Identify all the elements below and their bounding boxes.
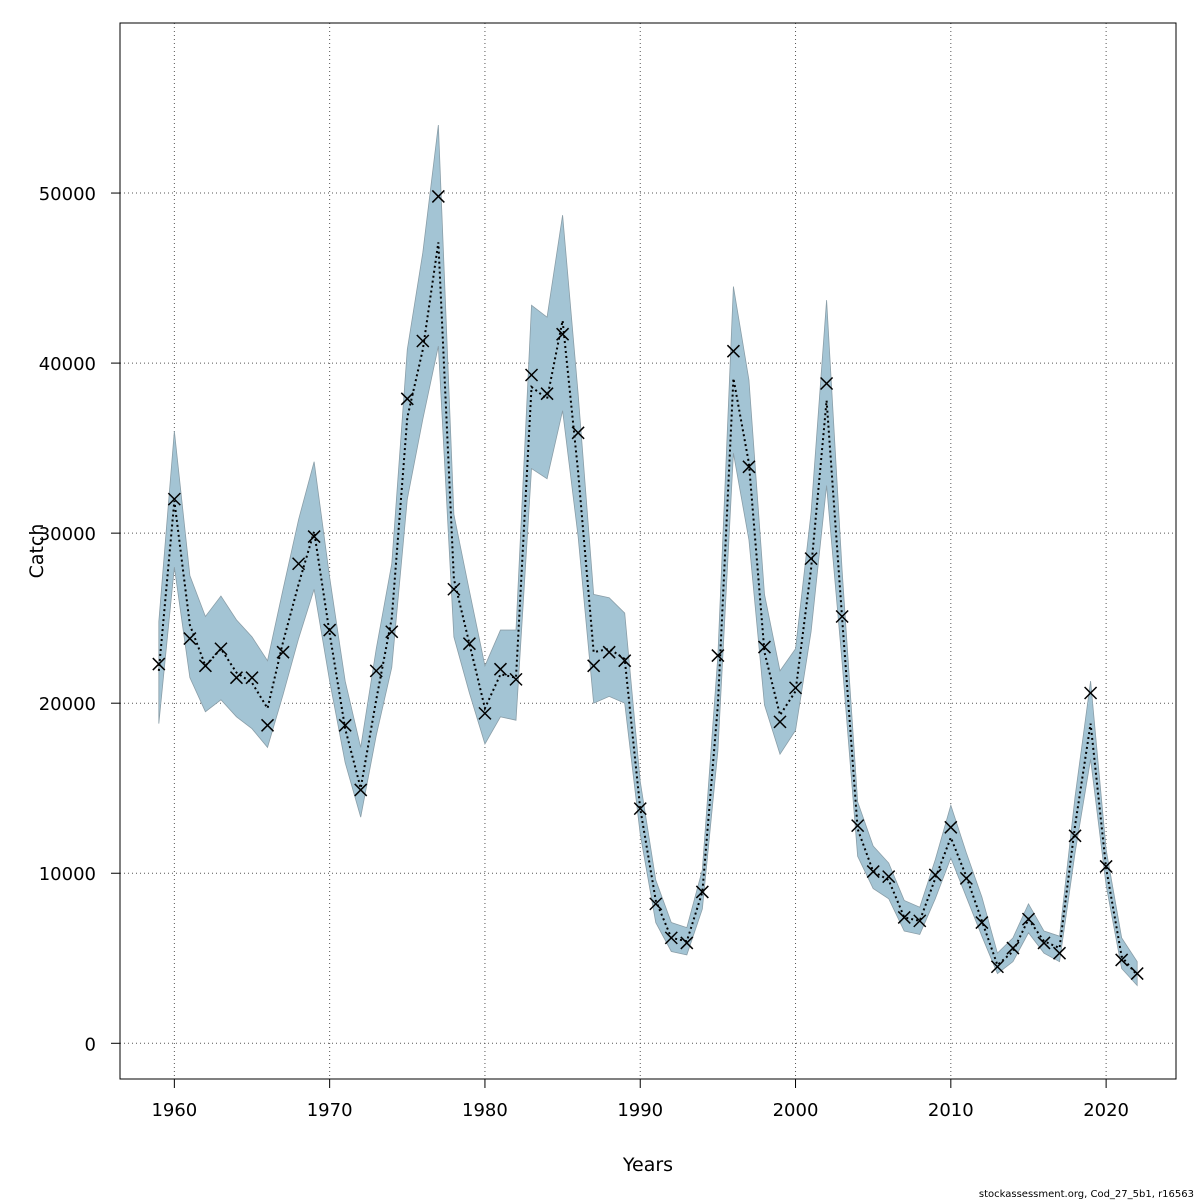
observation-point [664, 931, 678, 945]
observation-point [400, 392, 414, 406]
observation-point [913, 914, 927, 928]
observation-point [571, 426, 585, 440]
observation-point [1037, 936, 1051, 950]
y-tick-label: 30000 [39, 524, 96, 545]
x-axis-title: Years [622, 1154, 673, 1176]
observation-point [897, 910, 911, 924]
observation-point [229, 671, 244, 685]
observation-point [276, 645, 290, 659]
observation-point [649, 897, 663, 911]
observation-point [990, 960, 1004, 974]
observation-point [354, 783, 368, 797]
observation-point [804, 552, 818, 566]
y-tick-label: 20000 [39, 694, 96, 715]
x-tick-label: 2010 [928, 1100, 974, 1121]
observation-point [307, 530, 321, 544]
observation-point [524, 368, 539, 382]
x-tick-label: 1960 [151, 1100, 197, 1121]
observation-point [1052, 946, 1067, 960]
observation-point [167, 492, 181, 506]
observation-point [416, 334, 430, 348]
observation-point [1021, 912, 1036, 926]
observation-point [431, 189, 445, 203]
y-tick-label: 40000 [39, 354, 96, 375]
observation-point [882, 870, 896, 884]
observation-point [292, 557, 306, 571]
x-tick-label: 1980 [462, 1100, 508, 1121]
observation-point [478, 706, 492, 720]
y-tick-label: 10000 [39, 864, 96, 885]
observation-point [1099, 859, 1113, 873]
observation-point [928, 868, 942, 882]
y-tick-label: 0 [85, 1034, 96, 1055]
observation-point [602, 645, 616, 659]
observation-point [959, 871, 973, 885]
observation-point [556, 327, 570, 341]
observation-point [260, 718, 275, 732]
observation-point [587, 659, 601, 673]
observation-markers [152, 189, 1144, 981]
observation-point [385, 625, 399, 639]
observation-point [1130, 967, 1144, 981]
observation-point [757, 640, 772, 654]
observation-point [369, 664, 383, 678]
x-tick-label: 1970 [307, 1100, 353, 1121]
observation-point [447, 582, 461, 596]
credit-text: stockassessment.org, Cod_27_5b1, r16563 [979, 1189, 1194, 1200]
observation-point [493, 662, 508, 676]
observation-point [540, 387, 554, 401]
observation-point [835, 609, 849, 623]
observation-point [245, 671, 259, 685]
observation-point [773, 715, 787, 729]
y-tick-label: 50000 [39, 184, 96, 205]
observation-point [1006, 941, 1020, 955]
axes: 1960 1970 1980 1990 2000 2010 2020 0 10000 20000 3… [39, 184, 1129, 1121]
observation-point [788, 681, 803, 695]
observation-point [851, 819, 865, 833]
observation-point [462, 637, 476, 651]
observation-point [1068, 829, 1082, 843]
observation-point [1084, 686, 1098, 700]
observation-point [680, 936, 694, 950]
y-axis-title: Catch [26, 524, 48, 579]
observation-point [866, 865, 880, 879]
x-tick-label: 2000 [773, 1100, 819, 1121]
observation-point [742, 460, 756, 474]
grid-lines [120, 23, 1176, 1079]
confidence-band [158, 124, 1138, 987]
x-tick-label: 1990 [617, 1100, 663, 1121]
observation-point [323, 623, 337, 637]
observation-point [944, 820, 958, 834]
observation-point [618, 654, 632, 668]
observation-point [509, 672, 523, 686]
confidence-band-area [158, 124, 1138, 987]
observation-point [820, 376, 834, 391]
plot-frame [119, 22, 1177, 1080]
x-tick-label: 2020 [1083, 1100, 1129, 1121]
observation-point [338, 718, 352, 732]
observation-point [711, 649, 725, 663]
observation-point [1115, 953, 1129, 967]
observation-point [695, 885, 709, 899]
observation-point [214, 642, 228, 656]
observation-point [633, 802, 647, 816]
observation-point [183, 632, 197, 646]
observation-point [152, 657, 166, 671]
observation-point [198, 659, 212, 673]
observation-point [726, 344, 740, 358]
observation-point [975, 916, 989, 930]
